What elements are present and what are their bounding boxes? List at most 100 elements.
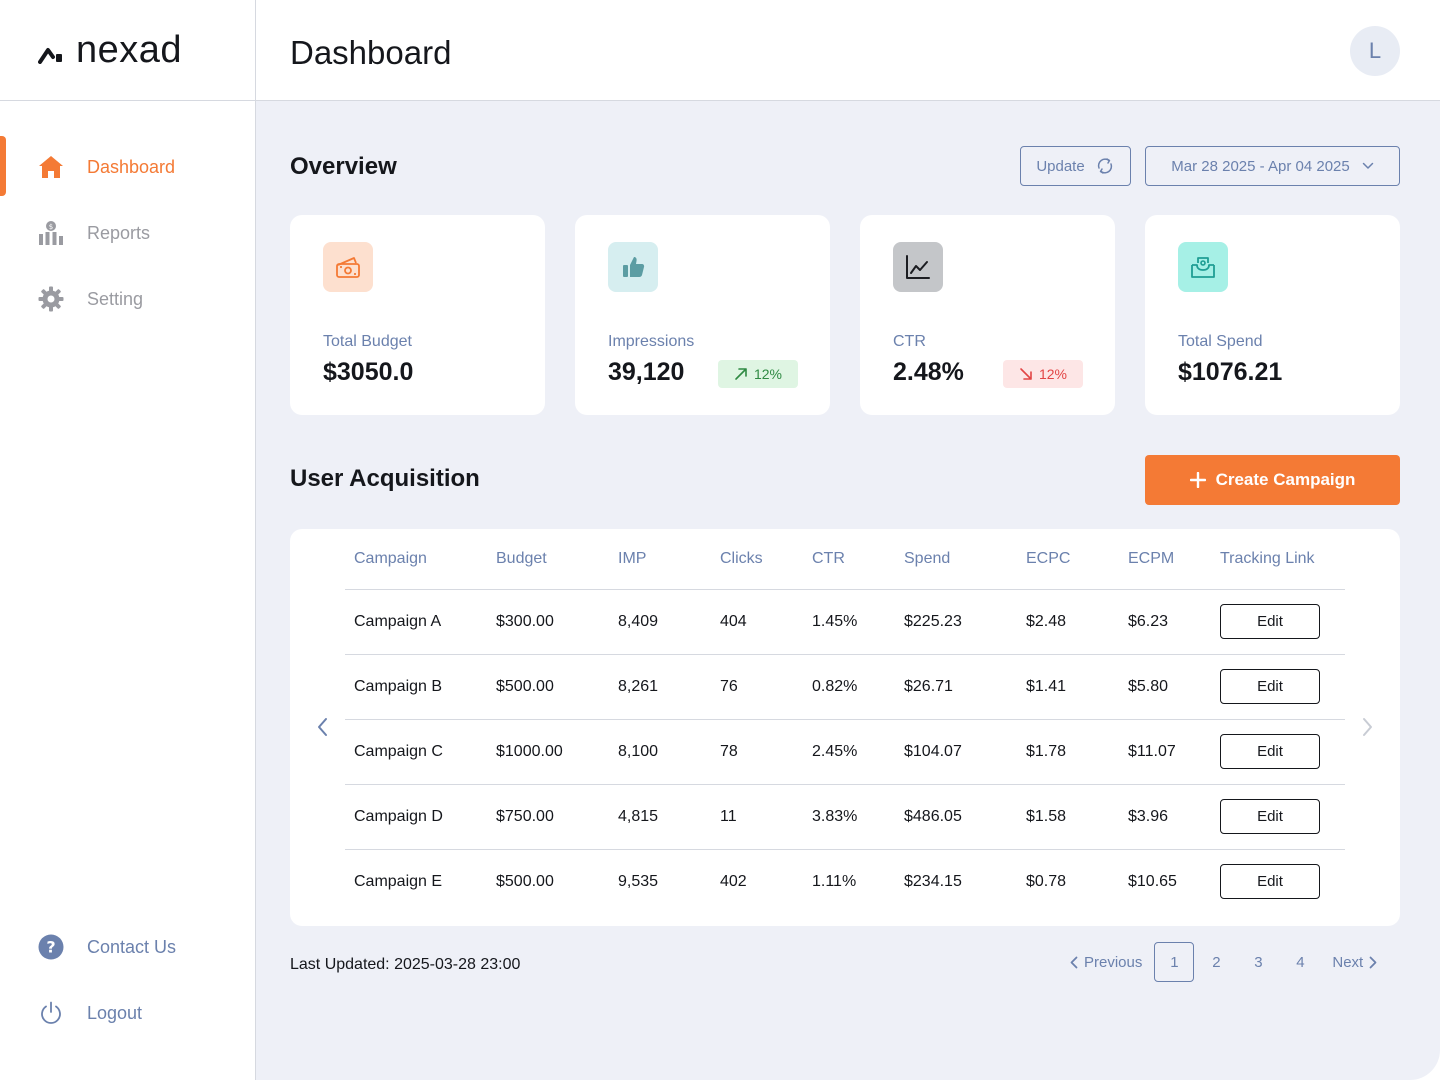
cell-tracking-link: Edit bbox=[1211, 589, 1345, 655]
card-label: Total Spend bbox=[1178, 333, 1263, 350]
table-row: Campaign B $500.00 8,261 76 0.82% $26.71… bbox=[345, 654, 1345, 720]
cell-ecpc: $1.78 bbox=[1017, 719, 1119, 785]
svg-text:$: $ bbox=[49, 223, 53, 231]
cell-ctr: 0.82% bbox=[803, 654, 895, 720]
last-updated-text: Last Updated: 2025-03-28 23:00 bbox=[290, 956, 521, 973]
edit-button[interactable]: Edit bbox=[1220, 734, 1320, 769]
table-row: Campaign A $300.00 8,409 404 1.45% $225.… bbox=[345, 589, 1345, 655]
sidebar-item-setting[interactable]: Setting bbox=[0, 268, 255, 330]
cell-campaign: Campaign A bbox=[345, 589, 487, 655]
cell-ecpc: $1.41 bbox=[1017, 654, 1119, 720]
pagination-page-3[interactable]: 3 bbox=[1254, 953, 1263, 971]
avatar[interactable]: L bbox=[1350, 26, 1400, 76]
trend-value: 12% bbox=[753, 366, 783, 382]
update-button[interactable]: Update bbox=[1020, 146, 1131, 186]
sidebar-item-label: Setting bbox=[87, 288, 144, 309]
cell-ecpm: $3.96 bbox=[1119, 784, 1211, 850]
create-campaign-button[interactable]: Create Campaign bbox=[1145, 455, 1400, 505]
svg-text:?: ? bbox=[46, 938, 55, 957]
cell-spend: $225.23 bbox=[895, 589, 1017, 655]
table-header-row: Campaign Budget IMP Clicks CTR Spend ECP… bbox=[345, 529, 1345, 590]
column-header[interactable]: Budget bbox=[487, 529, 609, 590]
power-icon bbox=[38, 1000, 64, 1026]
pagination-next[interactable]: Next bbox=[1332, 954, 1377, 971]
cell-spend: $104.07 bbox=[895, 719, 1017, 785]
cell-budget: $500.00 bbox=[496, 872, 554, 890]
page-title: Dashboard bbox=[290, 34, 452, 71]
cell-ecpc: $2.48 bbox=[1017, 589, 1119, 655]
cell-tracking-link: Edit bbox=[1211, 719, 1345, 785]
wallet-icon bbox=[1178, 242, 1228, 292]
main-content: Overview Update Mar 28 2025 - Apr 04 202… bbox=[256, 101, 1440, 1080]
trend-badge-up: 12% bbox=[718, 360, 798, 388]
cell-ctr: 2.45% bbox=[803, 719, 895, 785]
line-chart-icon bbox=[893, 242, 943, 292]
money-icon bbox=[323, 242, 373, 292]
update-button-label: Update bbox=[1036, 157, 1085, 175]
cell-ctr: 1.45% bbox=[803, 589, 895, 655]
cell-spend: $26.71 bbox=[895, 654, 1017, 720]
cell-imp: 8,100 bbox=[609, 719, 711, 785]
cell-imp: 8,261 bbox=[609, 654, 711, 720]
sidebar-nav: Dashboard $ Reports bbox=[0, 136, 255, 334]
create-campaign-label: Create Campaign bbox=[1215, 470, 1356, 489]
refresh-icon bbox=[1097, 158, 1112, 174]
edit-button[interactable]: Edit bbox=[1220, 669, 1320, 704]
sidebar-item-label: Reports bbox=[87, 222, 151, 243]
sidebar-item-reports[interactable]: $ Reports bbox=[0, 202, 255, 264]
sidebar: nexad Dashboard $ Reports bbox=[0, 0, 256, 1080]
help-icon: ? bbox=[38, 934, 64, 960]
chevron-right-icon[interactable] bbox=[1358, 715, 1378, 739]
cell-budget: $500.00 bbox=[487, 654, 609, 720]
cell-imp: 8,409 bbox=[609, 589, 711, 655]
cell-ecpm: $10.65 bbox=[1128, 872, 1177, 890]
table-row: Campaign D $750.00 4,815 11 3.83% $486.0… bbox=[345, 784, 1345, 850]
column-header[interactable]: Clicks bbox=[711, 529, 803, 590]
plus-icon bbox=[1189, 472, 1206, 488]
pagination-page-4[interactable]: 4 bbox=[1296, 953, 1305, 971]
sidebar-bottom-nav: ? Contact Us Logout bbox=[0, 916, 255, 1048]
column-header[interactable]: Tracking Link bbox=[1211, 529, 1345, 590]
date-range-select[interactable]: Mar 28 2025 - Apr 04 2025 bbox=[1145, 146, 1400, 186]
card-value: $1076.21 bbox=[1178, 358, 1283, 386]
pagination-page-2[interactable]: 2 bbox=[1212, 953, 1221, 971]
column-header[interactable]: ECPM bbox=[1119, 529, 1211, 590]
home-icon bbox=[38, 154, 64, 180]
card-value: 2.48% bbox=[893, 358, 964, 386]
column-header[interactable]: ECPC bbox=[1017, 529, 1119, 590]
sidebar-item-dashboard[interactable]: Dashboard bbox=[0, 136, 255, 198]
logo[interactable]: nexad bbox=[0, 0, 255, 101]
cell-budget: $750.00 bbox=[487, 784, 609, 850]
trend-value: 12% bbox=[1038, 366, 1068, 382]
sidebar-item-label: Logout bbox=[87, 1002, 143, 1023]
cell-imp: 4,815 bbox=[609, 784, 711, 850]
pagination-page-1[interactable]: 1 bbox=[1154, 942, 1195, 982]
column-header[interactable]: Campaign bbox=[345, 529, 487, 590]
cell-ecpc: $0.78 bbox=[1026, 872, 1067, 890]
stat-card-ctr: CTR 2.48% 12% bbox=[860, 215, 1115, 415]
sidebar-item-contact-us[interactable]: ? Contact Us bbox=[0, 916, 255, 978]
cell-budget: $1000.00 bbox=[487, 719, 609, 785]
overview-cards: Total Budget $3050.0 Impressions 39,120 … bbox=[290, 215, 1400, 415]
cell-ecpc: $1.58 bbox=[1017, 784, 1119, 850]
sidebar-item-logout[interactable]: Logout bbox=[0, 982, 255, 1044]
column-header[interactable]: CTR bbox=[803, 529, 895, 590]
pagination-previous[interactable]: Previous bbox=[1070, 954, 1142, 971]
table-row: Campaign E $500.00 9,535 402 1.11% $234.… bbox=[345, 849, 1345, 914]
edit-button[interactable]: Edit bbox=[1220, 604, 1320, 639]
cell-budget: $300.00 bbox=[487, 589, 609, 655]
edit-button[interactable]: Edit bbox=[1220, 864, 1320, 900]
stat-card-total-budget: Total Budget $3050.0 bbox=[290, 215, 545, 415]
cell-tracking-link: Edit bbox=[1211, 784, 1345, 850]
chevron-left-icon[interactable] bbox=[312, 715, 332, 739]
table-row: Campaign C $1000.00 8,100 78 2.45% $104.… bbox=[345, 719, 1345, 785]
overview-title: Overview bbox=[290, 153, 397, 180]
column-header[interactable]: Spend bbox=[895, 529, 1017, 590]
sidebar-item-label: Contact Us bbox=[87, 936, 177, 957]
column-header[interactable]: IMP bbox=[609, 529, 711, 590]
top-header: Dashboard L bbox=[256, 0, 1440, 101]
card-value: $3050.0 bbox=[323, 358, 414, 386]
pagination-previous-label: Previous bbox=[1084, 953, 1143, 971]
cell-clicks: 78 bbox=[711, 719, 803, 785]
edit-button[interactable]: Edit bbox=[1220, 799, 1320, 834]
